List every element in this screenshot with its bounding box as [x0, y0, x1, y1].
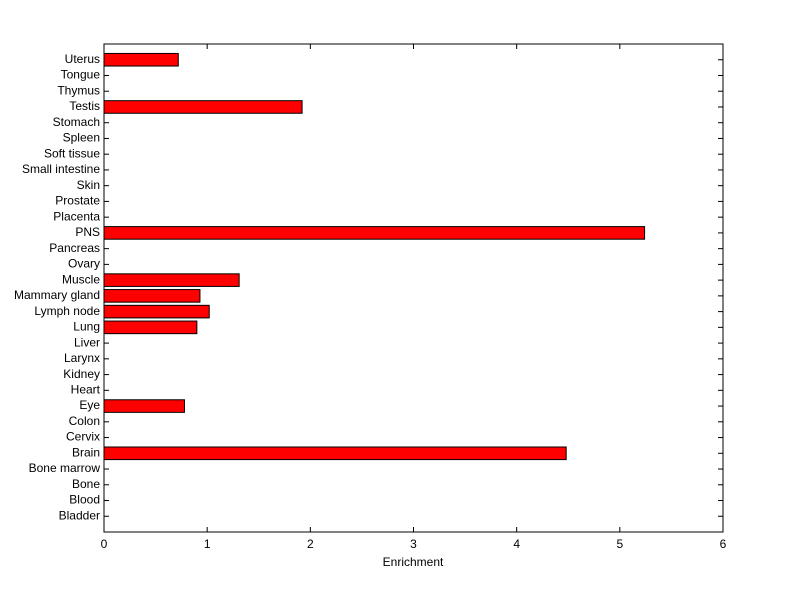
y-tick-label: Soft tissue [44, 146, 100, 160]
y-tick-label: Bone [72, 477, 100, 491]
y-tick-label: Ovary [68, 257, 100, 271]
y-tick-label: Placenta [53, 209, 100, 223]
y-tick-label: Thymus [57, 83, 100, 97]
y-tick-label: Pancreas [49, 241, 100, 255]
y-tick-label: Small intestine [22, 162, 100, 176]
y-tick-label: Prostate [55, 194, 100, 208]
y-tick-label: Heart [71, 382, 101, 396]
y-tick-label: Spleen [63, 131, 100, 145]
bar [103, 273, 240, 287]
y-tick-label: Kidney [63, 367, 100, 381]
y-tick-label: Eye [79, 398, 100, 412]
x-tick-label: 6 [720, 537, 727, 551]
y-tick-label: Testis [69, 99, 100, 113]
y-tick-label: Uterus [65, 52, 100, 66]
y-tick-label: Muscle [62, 272, 100, 286]
y-tick-label: Tongue [61, 68, 101, 82]
y-tick-label: Brain [72, 445, 100, 459]
y-tick-label: Stomach [53, 115, 100, 129]
y-tick-label: Liver [74, 335, 100, 349]
y-tick-label: Mammary gland [14, 288, 100, 302]
y-tick-label: Lymph node [34, 304, 100, 318]
x-tick-label: 2 [307, 537, 314, 551]
bar [103, 304, 210, 319]
x-tick-label: 4 [513, 537, 520, 551]
bar [103, 446, 567, 461]
bar [103, 52, 179, 67]
bar [103, 320, 198, 335]
y-tick-label: Blood [69, 493, 100, 507]
x-axis-label: Enrichment [383, 555, 444, 569]
y-tick-label: Bladder [59, 508, 100, 522]
y-tick-label: Bone marrow [29, 461, 101, 475]
x-tick-label: 3 [410, 537, 417, 551]
x-tick-label: 1 [204, 537, 211, 551]
bar [103, 399, 185, 413]
bar [103, 289, 201, 303]
y-tick-label: PNS [75, 225, 100, 239]
y-tick-label: Cervix [66, 430, 100, 444]
y-tick-label: Colon [69, 414, 100, 428]
x-tick-label: 5 [616, 537, 623, 551]
y-tick-label: Skin [77, 178, 100, 192]
bar [103, 100, 303, 114]
bar [103, 226, 646, 240]
y-tick-label: Lung [73, 320, 100, 334]
y-tick-label: Larynx [64, 351, 100, 365]
x-tick-label: 0 [101, 537, 108, 551]
